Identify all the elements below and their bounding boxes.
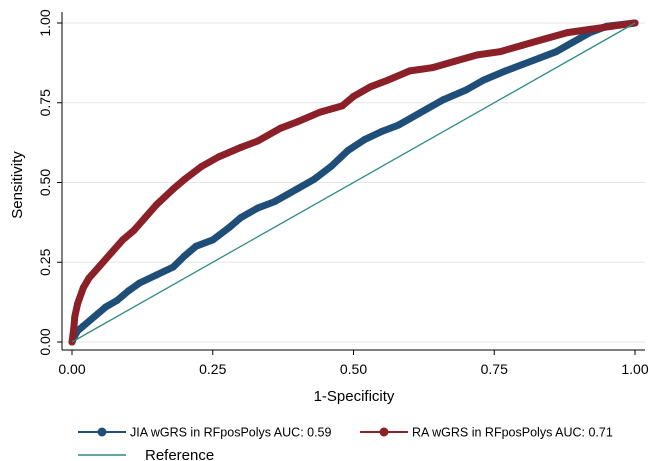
data-point [608, 22, 616, 30]
series-area [68, 19, 639, 346]
data-point [428, 64, 436, 72]
y-tick-label: 0.25 [37, 248, 53, 275]
data-point [181, 175, 189, 183]
series-1 [68, 19, 639, 346]
data-point [130, 226, 138, 234]
data-point [496, 48, 504, 56]
legend-label-reference: Reference [145, 447, 214, 461]
data-point [406, 115, 414, 123]
data-point [276, 124, 284, 132]
legend-marker-jia [97, 427, 107, 437]
reference-line [71, 22, 636, 343]
data-point [473, 51, 481, 59]
data-point [479, 76, 487, 84]
data-point [237, 214, 245, 222]
data-point [152, 201, 160, 209]
y-tick-label: 0.75 [37, 89, 53, 116]
data-point [91, 312, 99, 320]
data-point [254, 204, 262, 212]
legend-label-ra: RA wGRS in RFposPolys AUC: 0.71 [412, 426, 613, 440]
x-tick-label: 0.75 [481, 361, 508, 377]
data-point [169, 263, 177, 271]
y-axis-title: Sensitivity [9, 151, 26, 219]
data-point [209, 236, 217, 244]
x-tick-label: 0.00 [58, 361, 85, 377]
data-point [518, 41, 526, 49]
data-point [152, 271, 160, 279]
data-point [366, 83, 374, 91]
x-tick-label: 0.25 [199, 361, 226, 377]
data-point [563, 29, 571, 37]
data-point [119, 236, 127, 244]
data-point [395, 121, 403, 129]
data-point [440, 96, 448, 104]
data-point [316, 108, 324, 116]
data-point [226, 223, 234, 231]
data-point [79, 284, 87, 292]
plot-background [62, 12, 645, 350]
data-point [102, 303, 110, 311]
data-point [502, 67, 510, 75]
data-point [423, 105, 431, 113]
x-tick-label: 1.00 [621, 361, 648, 377]
data-point [451, 57, 459, 65]
data-point [71, 312, 79, 320]
data-point [181, 252, 189, 260]
data-point [197, 163, 205, 171]
data-point [462, 86, 470, 94]
data-point [271, 198, 279, 206]
data-point [169, 185, 177, 193]
x-axis-title: 1-Specificity [314, 388, 395, 405]
data-point [378, 127, 386, 135]
data-point [254, 137, 262, 145]
legend-item-reference: Reference [78, 447, 214, 461]
data-point [124, 287, 132, 295]
data-point [338, 102, 346, 110]
data-point [192, 242, 200, 250]
data-point [136, 279, 144, 287]
data-point [214, 153, 222, 161]
data-point [141, 214, 149, 222]
axes: 0.00 0.25 0.50 0.75 1.00 0.00 0.25 0.50 0.75 1.00 [37, 9, 649, 377]
data-point [237, 143, 245, 151]
data-point [563, 41, 571, 49]
data-point [70, 325, 78, 333]
data-point [293, 185, 301, 193]
y-tick-label: 0.50 [37, 169, 53, 196]
series-2 [71, 22, 636, 343]
legend-marker-ra [379, 427, 389, 437]
data-point [327, 163, 335, 171]
data-point [96, 261, 104, 269]
data-point [344, 147, 352, 155]
data-point [293, 118, 301, 126]
data-point [518, 60, 526, 68]
data-point [535, 54, 543, 62]
data-point [541, 35, 549, 43]
legend-item-ra: RA wGRS in RFposPolys AUC: 0.71 [360, 426, 613, 440]
legend-item-jia: JIA wGRS in RFposPolys AUC: 0.59 [78, 426, 332, 440]
y-tick-label: 0.00 [37, 328, 53, 355]
data-point [361, 135, 369, 143]
data-point [79, 322, 87, 330]
data-point [383, 76, 391, 84]
data-point [107, 249, 115, 257]
y-tick-label: 1.00 [37, 9, 53, 36]
data-point [552, 48, 560, 56]
legend: JIA wGRS in RFposPolys AUC: 0.59 RA wGRS… [78, 426, 613, 461]
data-point [85, 274, 93, 282]
plot-area [62, 12, 645, 350]
data-point [575, 35, 583, 43]
data-point [586, 25, 594, 33]
data-point [113, 297, 121, 305]
data-point [310, 175, 318, 183]
data-point [406, 67, 414, 75]
x-tick-label: 0.50 [340, 361, 367, 377]
data-point [350, 92, 357, 100]
legend-label-jia: JIA wGRS in RFposPolys AUC: 0.59 [130, 426, 332, 440]
data-point [74, 300, 82, 308]
